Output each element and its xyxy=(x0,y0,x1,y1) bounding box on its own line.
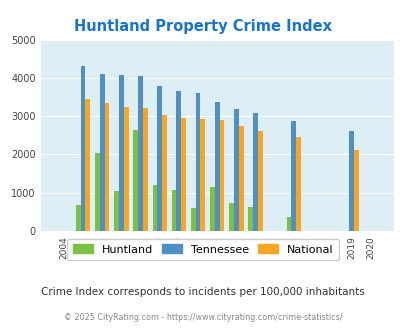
Bar xyxy=(176,90,181,231)
Bar xyxy=(209,187,214,231)
Bar xyxy=(353,150,358,231)
Bar xyxy=(81,66,85,231)
Text: Crime Index corresponds to incidents per 100,000 inhabitants: Crime Index corresponds to incidents per… xyxy=(41,287,364,297)
Bar xyxy=(257,131,262,231)
Bar xyxy=(348,131,353,231)
Bar xyxy=(190,208,195,231)
Text: © 2025 CityRating.com - https://www.cityrating.com/crime-statistics/: © 2025 CityRating.com - https://www.city… xyxy=(64,313,341,322)
Bar xyxy=(85,99,90,231)
Bar xyxy=(238,126,243,231)
Bar xyxy=(296,137,301,231)
Bar xyxy=(143,108,147,231)
Bar xyxy=(171,190,176,231)
Bar xyxy=(152,185,157,231)
Bar xyxy=(253,114,257,231)
Bar xyxy=(195,93,200,231)
Bar xyxy=(200,119,205,231)
Bar xyxy=(214,102,219,231)
Bar xyxy=(100,74,104,231)
Bar xyxy=(95,153,100,231)
Bar xyxy=(104,103,109,231)
Bar xyxy=(119,75,124,231)
Bar xyxy=(229,203,233,231)
Bar xyxy=(181,118,185,231)
Bar xyxy=(114,191,119,231)
Bar xyxy=(219,120,224,231)
Legend: Huntland, Tennessee, National: Huntland, Tennessee, National xyxy=(67,239,338,260)
Text: Huntland Property Crime Index: Huntland Property Crime Index xyxy=(74,19,331,34)
Bar xyxy=(233,109,238,231)
Bar xyxy=(248,207,253,231)
Bar xyxy=(291,121,296,231)
Bar xyxy=(133,130,138,231)
Bar xyxy=(157,86,162,231)
Bar xyxy=(162,115,166,231)
Bar xyxy=(76,205,81,231)
Bar xyxy=(138,76,143,231)
Bar xyxy=(124,107,128,231)
Bar xyxy=(286,217,291,231)
